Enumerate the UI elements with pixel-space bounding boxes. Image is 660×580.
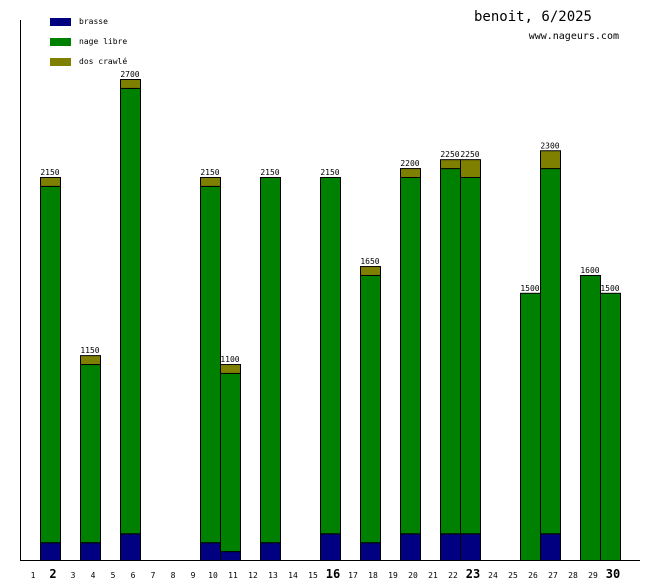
bar-segment-brasse xyxy=(540,533,561,561)
legend-item: brasse xyxy=(50,17,108,26)
x-tick-label: 6 xyxy=(131,571,136,580)
x-tick-label: 12 xyxy=(248,571,258,580)
bar-segment-nage-libre xyxy=(540,168,561,535)
bar-segment-dos-crawlé xyxy=(400,168,421,178)
bar-segment-nage-libre xyxy=(40,185,61,544)
bar-segment-brasse xyxy=(40,542,61,561)
bar-segment-dos-crawlé xyxy=(80,355,101,366)
x-tick-label: 22 xyxy=(448,571,458,580)
legend-item: nage libre xyxy=(50,37,127,46)
x-tick-label: 30 xyxy=(606,567,620,580)
bar-segment-brasse xyxy=(440,533,461,561)
x-tick-label: 7 xyxy=(151,571,156,580)
legend-swatch xyxy=(50,37,71,46)
data-label: 1600 xyxy=(580,266,599,275)
bar-segment-nage-libre xyxy=(440,168,461,535)
x-tick-label: 4 xyxy=(91,571,96,580)
bar-segment-nage-libre xyxy=(320,176,341,535)
bar-segment-nage-libre xyxy=(200,185,221,544)
x-tick-label: 21 xyxy=(428,571,438,580)
legend-label: nage libre xyxy=(79,37,128,46)
data-label: 1500 xyxy=(600,284,619,293)
data-label: 2200 xyxy=(400,159,419,168)
bar-segment-brasse xyxy=(220,551,241,561)
legend-label: brasse xyxy=(79,17,108,26)
bar-segment-nage-libre xyxy=(460,176,481,535)
bar-segment-nage-libre xyxy=(520,292,541,561)
data-label: 2250 xyxy=(460,150,479,159)
bar-segment-dos-crawlé xyxy=(460,159,481,178)
bar-segment-brasse xyxy=(120,533,141,561)
x-tick-label: 17 xyxy=(348,571,358,580)
legend-swatch xyxy=(50,17,71,26)
data-label: 2300 xyxy=(540,141,559,150)
legend-label: dos crawlé xyxy=(79,57,128,66)
bar-segment-dos-crawlé xyxy=(360,266,381,276)
data-label: 1100 xyxy=(220,355,239,364)
bar-segment-dos-crawlé xyxy=(200,176,221,187)
chart-title: benoit, 6/2025 xyxy=(473,9,592,25)
x-tick-label: 18 xyxy=(368,571,378,580)
x-tick-label: 2 xyxy=(49,567,56,580)
bar-segment-brasse xyxy=(320,533,341,561)
x-tick-label: 20 xyxy=(408,571,418,580)
chart-subtitle: www.nageurs.com xyxy=(528,31,619,42)
x-tick-label: 25 xyxy=(508,571,518,580)
bar-segment-dos-crawlé xyxy=(440,159,461,170)
data-label: 1650 xyxy=(360,257,379,266)
data-label: 1500 xyxy=(520,284,539,293)
data-label: 1150 xyxy=(80,346,99,355)
bar-segment-brasse xyxy=(80,542,101,561)
bar-segment-nage-libre xyxy=(120,87,141,535)
x-tick-label: 23 xyxy=(466,567,480,580)
bar-segment-brasse xyxy=(200,542,221,561)
x-tick-label: 11 xyxy=(228,571,238,580)
bar-segment-dos-crawlé xyxy=(540,150,561,170)
x-tick-label: 5 xyxy=(111,571,116,580)
x-tick-label: 14 xyxy=(288,571,298,580)
bar-segment-nage-libre xyxy=(260,176,281,544)
bar-segment-brasse xyxy=(360,542,381,561)
x-tick-label: 3 xyxy=(71,571,76,580)
x-tick-label: 29 xyxy=(588,571,598,580)
bar-segment-nage-libre xyxy=(80,364,101,544)
legend-item: dos crawlé xyxy=(50,57,127,66)
bar-segment-brasse xyxy=(400,533,421,561)
bar-segment-nage-libre xyxy=(600,292,621,561)
x-tick-label: 13 xyxy=(268,571,278,580)
data-label: 2150 xyxy=(320,168,339,177)
bar-segment-nage-libre xyxy=(580,274,601,561)
data-label: 2250 xyxy=(440,150,459,159)
x-tick-label: 8 xyxy=(171,571,176,580)
bar-segment-dos-crawlé xyxy=(120,79,141,89)
bar-segment-dos-crawlé xyxy=(40,176,61,187)
x-tick-label: 9 xyxy=(191,571,196,580)
bar-segment-dos-crawlé xyxy=(220,364,241,374)
data-label: 2150 xyxy=(40,168,59,177)
x-tick-label: 28 xyxy=(568,571,578,580)
bar-segment-brasse xyxy=(460,533,481,561)
data-label: 2150 xyxy=(200,168,219,177)
x-tick-label: 1 xyxy=(31,571,36,580)
x-tick-label: 16 xyxy=(326,567,340,580)
bar-segment-brasse xyxy=(260,542,281,561)
legend-swatch xyxy=(50,57,71,66)
x-tick-label: 19 xyxy=(388,571,398,580)
x-tick-label: 27 xyxy=(548,571,558,580)
data-label: 2150 xyxy=(260,168,279,177)
data-label: 2700 xyxy=(120,70,139,79)
bar-segment-nage-libre xyxy=(400,176,421,535)
bar-segment-nage-libre xyxy=(360,274,381,544)
x-tick-label: 15 xyxy=(308,571,318,580)
x-tick-label: 24 xyxy=(488,571,498,580)
bar-segment-nage-libre xyxy=(220,372,241,553)
x-tick-label: 10 xyxy=(208,571,218,580)
x-tick-label: 26 xyxy=(528,571,538,580)
